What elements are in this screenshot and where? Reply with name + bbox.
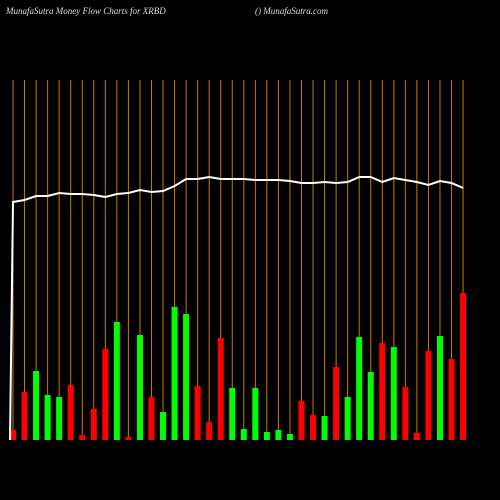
- chart-subtitle: () MunafaSutra.com: [255, 6, 328, 16]
- bar: [275, 430, 282, 440]
- bar: [344, 397, 351, 440]
- bar: [90, 409, 97, 440]
- bar: [448, 359, 455, 440]
- chart-title: MunafaSutra Money Flow Charts for XRBD: [5, 6, 166, 16]
- bar: [194, 386, 201, 440]
- bar: [206, 422, 213, 440]
- bar: [367, 372, 374, 440]
- bar: [240, 429, 247, 440]
- bar: [413, 433, 420, 440]
- bar: [44, 395, 51, 440]
- bar: [102, 349, 109, 440]
- bar: [33, 371, 40, 440]
- bar: [286, 434, 293, 440]
- money-flow-line: [9, 175, 464, 441]
- bar: [148, 397, 155, 440]
- bar: [67, 385, 74, 440]
- bar: [136, 335, 143, 440]
- bar: [356, 337, 363, 440]
- bar: [229, 388, 236, 440]
- bar: [333, 367, 340, 440]
- bar: [390, 347, 397, 440]
- bar: [125, 437, 132, 440]
- bar: [79, 435, 86, 440]
- bar: [252, 388, 259, 440]
- bar: [425, 351, 432, 440]
- bar: [263, 432, 270, 440]
- bar: [171, 307, 178, 440]
- bar: [436, 336, 443, 440]
- bar: [321, 416, 328, 440]
- bar: [183, 314, 190, 440]
- bar: [113, 322, 120, 440]
- bar: [217, 338, 224, 440]
- bar: [10, 430, 16, 440]
- bar: [21, 392, 28, 440]
- bar: [160, 412, 167, 440]
- bar: [460, 293, 467, 440]
- bar: [298, 401, 305, 440]
- bar: [310, 415, 317, 440]
- bar: [402, 387, 409, 440]
- bar: [379, 343, 386, 440]
- bar: [56, 397, 63, 440]
